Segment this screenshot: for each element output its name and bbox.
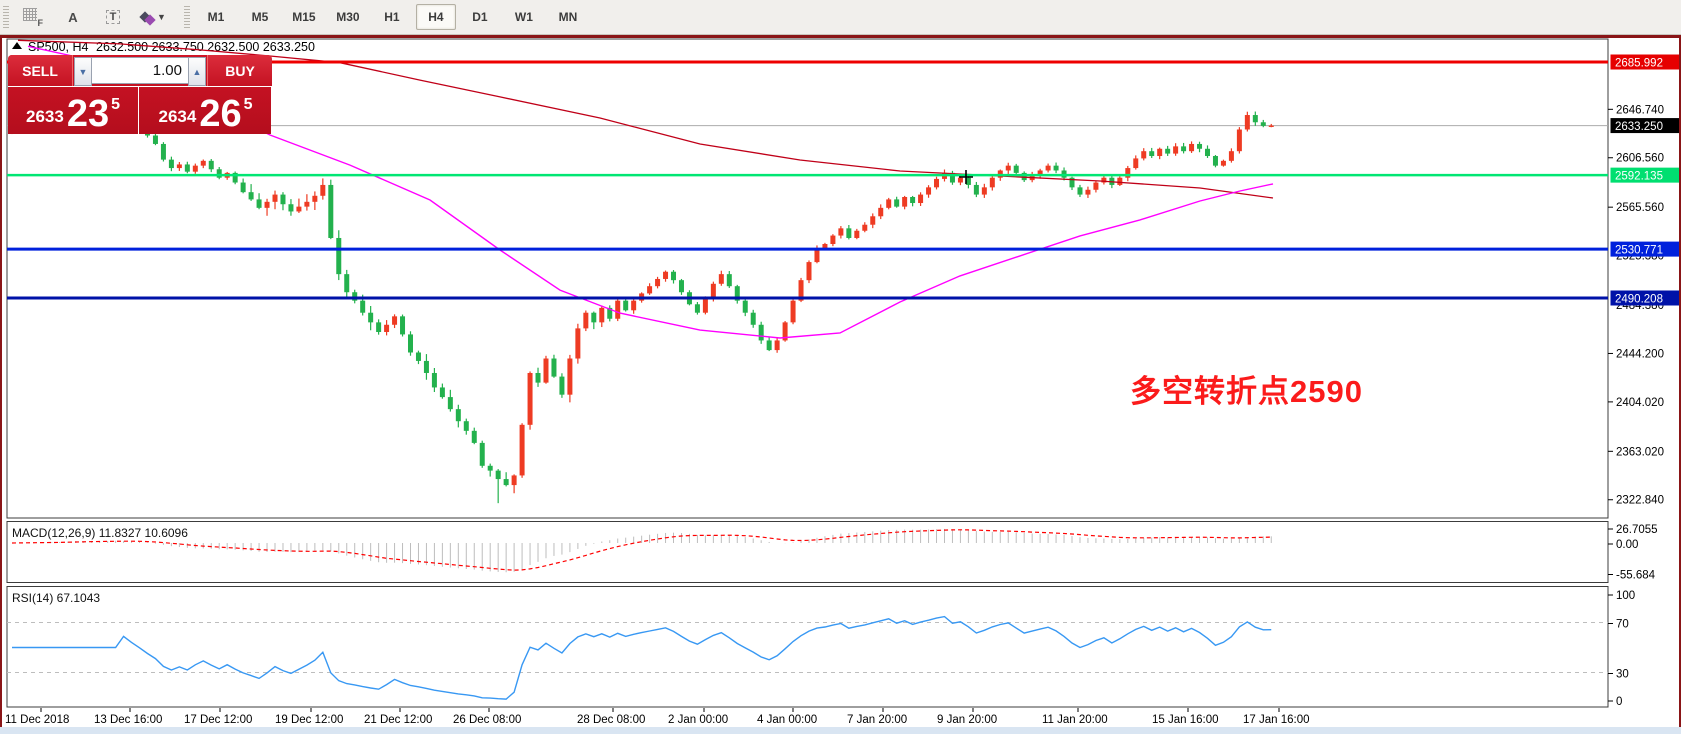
status-strip [0, 727, 1681, 734]
time-axis-label: 21 Dec 12:00 [364, 714, 432, 726]
rsi-label: RSI(14) 67.1043 [12, 591, 101, 605]
timeframe-button-h4[interactable]: H4 [415, 4, 456, 30]
timeframe-button-mn[interactable]: MN [558, 10, 578, 24]
rsi-axis-label: 70 [1616, 619, 1629, 631]
price-badge-label: 2530.771 [1615, 245, 1663, 257]
sell-price-big: 23 [66, 92, 110, 135]
macd-signal-line [11, 529, 1272, 571]
time-axis-label: 15 Jan 16:00 [1152, 714, 1219, 726]
volume-decrease-button[interactable]: ▼ [74, 57, 92, 86]
time-axis-label: 19 Dec 12:00 [275, 714, 343, 726]
font-icon[interactable]: A [68, 9, 78, 25]
chart-annotation-text: 多空转折点2590 [1130, 374, 1363, 409]
price-tick-label: 2444.200 [1616, 348, 1664, 360]
window-right-border [1679, 34, 1681, 731]
price-badge-label: 2685.992 [1615, 58, 1663, 70]
timeframe-button-m15[interactable]: M15 [292, 10, 316, 24]
one-click-trade-panel: SELL ▼ ▲ BUY 2633 23 5 2634 26 5 [8, 55, 272, 134]
rsi-panel[interactable] [6, 586, 1609, 708]
price-tick-label: 2404.020 [1616, 397, 1664, 409]
time-axis-label: 4 Jan 00:00 [757, 714, 817, 726]
price-tick-label: 2322.840 [1616, 495, 1664, 507]
price-badge [1610, 241, 1681, 257]
price-tick-label: 2565.560 [1616, 202, 1664, 214]
time-axis-label: 26 Dec 08:00 [453, 714, 521, 726]
price-badge [1610, 118, 1681, 134]
timeframe-button-w1[interactable]: W1 [514, 10, 533, 24]
price-badge-label: 2592.135 [1615, 171, 1663, 183]
buy-price-base: 2634 [158, 107, 197, 126]
indicators-icon[interactable]: ▼ [135, 4, 172, 30]
rsi-axis-label: 100 [1616, 590, 1635, 602]
sell-price-display[interactable]: 2633 23 5 [8, 87, 139, 134]
time-axis-label: 17 Dec 12:00 [184, 714, 252, 726]
timeframe-button-h1[interactable]: H1 [384, 10, 400, 24]
price-tick-label: 2646.740 [1616, 104, 1664, 116]
volume-stepper: ▼ ▲ [74, 57, 206, 86]
macd-label: MACD(12,26,9) 11.8327 10.6096 [12, 526, 188, 540]
volume-increase-button[interactable]: ▲ [188, 57, 206, 86]
chart-title-symbol: SP500, H4 [28, 40, 89, 54]
chart-title-ohlc: 2632.500 2633.750 2632.500 2633.250 [96, 40, 315, 54]
timeframe-button-m30[interactable]: M30 [336, 10, 360, 24]
buy-price-display[interactable]: 2634 26 5 [140, 87, 271, 134]
sell-price-base: 2633 [25, 107, 64, 126]
macd-axis-label: -55.684 [1616, 570, 1656, 582]
grid-f-icon[interactable]: F [15, 4, 51, 30]
price-tick-label: 2606.560 [1616, 153, 1664, 165]
timeframe-button-m5[interactable]: M5 [251, 10, 269, 24]
chevron-down-icon: ▼ [157, 12, 166, 22]
macd-panel[interactable] [6, 521, 1609, 583]
time-axis-label: 17 Jan 16:00 [1243, 714, 1310, 726]
buy-price-big: 26 [199, 92, 242, 135]
time-axis-label: 28 Dec 08:00 [577, 714, 645, 726]
price-tick-label: 2363.020 [1616, 446, 1664, 458]
rsi-line [12, 615, 1272, 700]
buy-price-sup: 5 [243, 96, 253, 113]
macd-axis-label: 0.00 [1616, 539, 1638, 551]
window-left-border [0, 34, 2, 731]
price-badge-label: 2490.208 [1615, 293, 1663, 305]
window-top-border [0, 34, 1681, 38]
time-axis-label: 9 Jan 20:00 [937, 714, 997, 726]
timeframe-button-d1[interactable]: D1 [472, 10, 488, 24]
price-badge [1610, 54, 1681, 70]
rsi-axis-label: 0 [1616, 696, 1622, 708]
macd-axis-label: 26.7055 [1616, 524, 1658, 536]
time-axis-label: 11 Dec 2018 [5, 714, 69, 726]
toolbar-grip[interactable] [3, 6, 9, 28]
toolbar-grip[interactable] [183, 6, 190, 28]
volume-input[interactable] [92, 57, 188, 84]
price-badge-label: 2633.250 [1615, 121, 1663, 133]
price-badge [1610, 290, 1681, 306]
rsi-axis-label: 30 [1616, 669, 1629, 681]
time-axis-label: 11 Jan 20:00 [1042, 714, 1108, 726]
toolbar: F A T ▼ M1 M5 M15 M30 H1 H4 D1 W1 MN [0, 0, 1681, 35]
time-axis-label: 13 Dec 16:00 [94, 714, 162, 726]
sell-price-sup: 5 [111, 96, 120, 113]
timeframe-button-m1[interactable]: M1 [207, 10, 225, 24]
slow-ma-line [17, 39, 1274, 199]
crosshair-marker [959, 170, 973, 184]
time-axis-label: 7 Jan 20:00 [847, 714, 907, 726]
text-label-icon[interactable]: T [95, 4, 131, 30]
buy-button[interactable]: BUY [207, 55, 272, 86]
time-axis-label: 2 Jan 00:00 [668, 714, 728, 726]
symbol-collapse-icon[interactable] [12, 42, 22, 49]
sell-button[interactable]: SELL [8, 55, 73, 86]
price-badge [1610, 167, 1681, 183]
fast-ma-line [27, 45, 1274, 339]
